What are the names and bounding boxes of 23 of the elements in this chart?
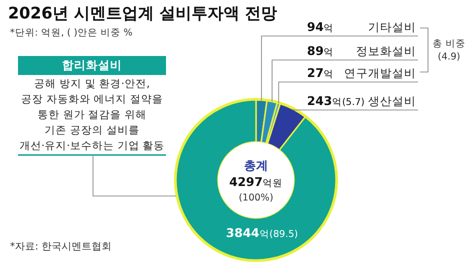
data-label: 27억 (307, 66, 334, 80)
text: 4297억원 (229, 175, 283, 190)
text: (4.9) (438, 52, 460, 63)
text: 총계 (244, 158, 268, 172)
text: 개선·유지·보수하는 기업 활동 (19, 140, 165, 152)
text: 총 비중 (432, 38, 466, 50)
text: *단위: 억원, ( )안은 비중 % (10, 28, 133, 39)
slice-label: 생산설비 (368, 94, 416, 108)
text: *자료: 한국시멘트협회 (10, 242, 112, 253)
data-label: 89억 (307, 44, 334, 58)
data-label: 94억 (307, 20, 334, 34)
slice-label: 기타설비 (368, 20, 416, 34)
text: 기존 공장의 설비를 (44, 124, 140, 136)
legend-label: 합리화설비 (62, 58, 122, 72)
text: 공해 방지 및 환경·안전, (34, 78, 150, 90)
text: (100%) (238, 192, 274, 204)
data-label: 3844억(89.5) (226, 226, 298, 240)
chart-title: 2026년 시멘트업계 설비투자액 전망 (8, 3, 278, 22)
slice-label: 연구개발설비 (344, 66, 416, 80)
text: 공장 자동화와 에너지 절약을 (20, 93, 164, 106)
slice-label: 정보화설비 (356, 44, 416, 58)
data-label: 243억(5.7) (307, 94, 365, 108)
text: 통한 원가 절감을 위해 (37, 108, 147, 121)
